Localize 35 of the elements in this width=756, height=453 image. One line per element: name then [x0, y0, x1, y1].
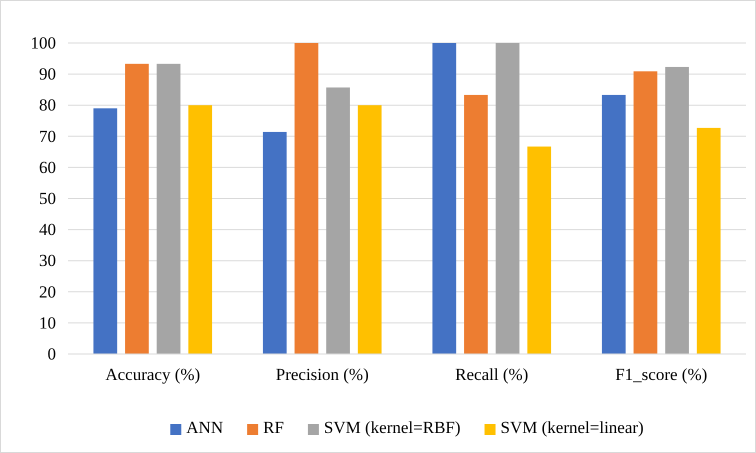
x-tick-label: Precision (%): [276, 365, 369, 384]
y-tick-label: 50: [39, 188, 56, 208]
bar: [464, 94, 488, 354]
y-tick-label: 10: [39, 313, 56, 332]
legend-label: ANN: [186, 418, 224, 437]
bar: [125, 64, 149, 354]
y-tick-label: 0: [48, 344, 56, 364]
y-tick-label: 30: [39, 251, 56, 270]
bar: [432, 43, 456, 354]
bar: [527, 146, 552, 354]
bar: [262, 132, 287, 354]
bar: [602, 94, 626, 354]
bar: [358, 105, 382, 354]
y-tick-label: 80: [39, 96, 56, 115]
y-tick-label: 100: [30, 33, 56, 52]
legend-label: SVM (kernel=linear): [500, 418, 644, 437]
x-tick-label: F1_score (%): [615, 365, 708, 384]
x-tick-label: Recall (%): [455, 365, 528, 384]
y-tick-label: 20: [39, 282, 56, 302]
bar: [326, 87, 350, 354]
bar: [696, 128, 721, 354]
bar: [294, 43, 318, 354]
bar: [634, 71, 658, 354]
bar: [93, 108, 118, 354]
y-tick-label: 60: [39, 158, 56, 177]
bar: [156, 64, 180, 354]
y-tick-label: 40: [39, 220, 56, 240]
legend-label: SVM (kernel=RBF): [324, 418, 461, 437]
legend-label: RF: [263, 418, 284, 437]
x-tick-label: Accuracy (%): [105, 365, 200, 384]
bar: [665, 66, 689, 354]
bar: [188, 105, 212, 354]
y-tick-label: 70: [39, 126, 56, 146]
y-tick-label: 90: [39, 64, 56, 84]
bar: [496, 43, 520, 354]
